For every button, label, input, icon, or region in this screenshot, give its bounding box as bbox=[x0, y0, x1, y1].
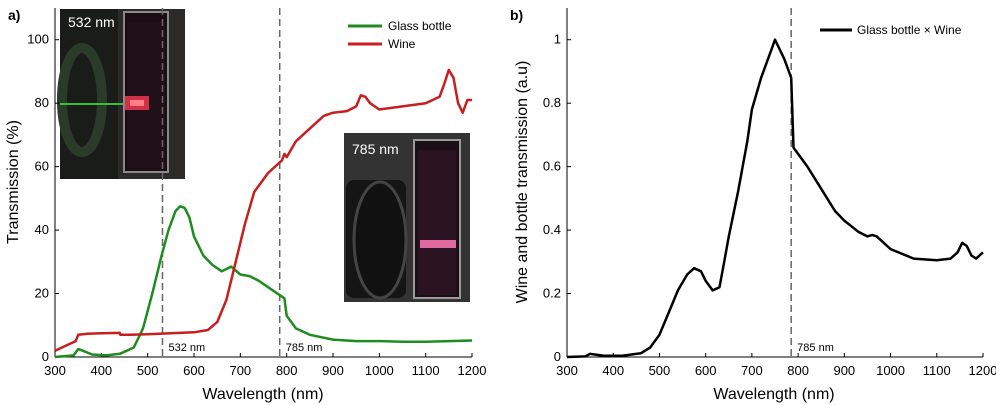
panel-a-axes bbox=[54, 8, 472, 358]
x-tick-label: 900 bbox=[322, 363, 344, 378]
panel-b-x-axis-title: Wavelength (nm) bbox=[713, 386, 834, 403]
panel-b-label: b) bbox=[510, 7, 523, 23]
y-tick-label: 0 bbox=[42, 349, 49, 364]
series-glass-bottle-x-wine-line bbox=[566, 38, 984, 359]
x-tick-label: 500 bbox=[649, 363, 671, 378]
inset-785-label: 785 nm bbox=[352, 141, 399, 157]
x-tick-label: 300 bbox=[556, 363, 578, 378]
panel-b-axes bbox=[566, 8, 983, 358]
panel-a-reference-lines: 532 nm 785 nm bbox=[161, 8, 323, 357]
panel-b-reference-lines: 785 nm bbox=[790, 8, 834, 357]
panel-a-y-axis-title: Transmission (%) bbox=[5, 120, 22, 244]
panel-b-legend: Glass bottle × Wine bbox=[820, 23, 962, 37]
inset-photo-785: 785 nm bbox=[344, 133, 470, 302]
y-tick-label: 0.8 bbox=[543, 95, 561, 110]
series-wine-line bbox=[54, 68, 472, 352]
panel-a-x-ticks: 300 400 500 600 700 800 900 1000 1100 1200 bbox=[44, 353, 486, 378]
x-tick-label: 900 bbox=[833, 363, 855, 378]
x-tick-label: 700 bbox=[741, 363, 763, 378]
x-tick-label: 800 bbox=[787, 363, 809, 378]
x-tick-label: 1200 bbox=[969, 363, 996, 378]
panel-a-legend: Glass bottle Wine bbox=[348, 19, 452, 51]
panel-b-x-ticks: 300 400 500 600 700 800 900 1000 1100 1200 bbox=[556, 353, 996, 378]
panel-b-y-axis-title: Wine and bottle transmission (a.u) bbox=[514, 61, 531, 304]
x-tick-label: 600 bbox=[183, 363, 205, 378]
y-tick-label: 80 bbox=[35, 95, 49, 110]
y-tick-label: 0.2 bbox=[543, 286, 561, 301]
y-tick-label: 60 bbox=[35, 159, 49, 174]
x-tick-label: 700 bbox=[229, 363, 251, 378]
y-tick-label: 0 bbox=[554, 349, 561, 364]
y-tick-label: 20 bbox=[35, 286, 49, 301]
series-glass-bottle-line bbox=[54, 205, 473, 359]
vline-785-label: 785 nm bbox=[286, 342, 323, 354]
x-tick-label: 300 bbox=[44, 363, 66, 378]
vline-785-b-label: 785 nm bbox=[797, 342, 834, 354]
y-tick-label: 100 bbox=[27, 32, 49, 47]
panel-a-label: a) bbox=[8, 7, 20, 23]
x-tick-label: 800 bbox=[276, 363, 298, 378]
y-tick-label: 1 bbox=[554, 32, 561, 47]
x-tick-label: 600 bbox=[695, 363, 717, 378]
panel-a-y-ticks: 0 20 40 60 80 100 bbox=[27, 32, 59, 364]
x-tick-label: 1000 bbox=[876, 363, 905, 378]
x-tick-label: 400 bbox=[90, 363, 112, 378]
x-tick-label: 400 bbox=[602, 363, 624, 378]
legend-glass-bottle-label: Glass bottle bbox=[388, 19, 452, 33]
legend-glass-bottle-x-wine-label: Glass bottle × Wine bbox=[857, 23, 962, 37]
panel-a-x-axis-title: Wavelength (nm) bbox=[202, 386, 323, 403]
y-tick-label: 0.4 bbox=[543, 222, 561, 237]
legend-wine-label: Wine bbox=[388, 37, 416, 51]
y-tick-label: 0.6 bbox=[543, 159, 561, 174]
x-tick-label: 1200 bbox=[458, 363, 487, 378]
panel-b-y-ticks: 0 0.2 0.4 0.6 0.8 1 bbox=[543, 32, 571, 364]
x-tick-label: 500 bbox=[137, 363, 159, 378]
inset-532-label: 532 nm bbox=[68, 14, 115, 30]
inset-photo-532: 532 nm bbox=[57, 9, 185, 179]
y-tick-label: 40 bbox=[35, 222, 49, 237]
x-tick-label: 1100 bbox=[923, 363, 951, 378]
vline-532-label: 532 nm bbox=[168, 342, 205, 354]
x-tick-label: 1000 bbox=[365, 363, 394, 378]
x-tick-label: 1100 bbox=[412, 363, 440, 378]
